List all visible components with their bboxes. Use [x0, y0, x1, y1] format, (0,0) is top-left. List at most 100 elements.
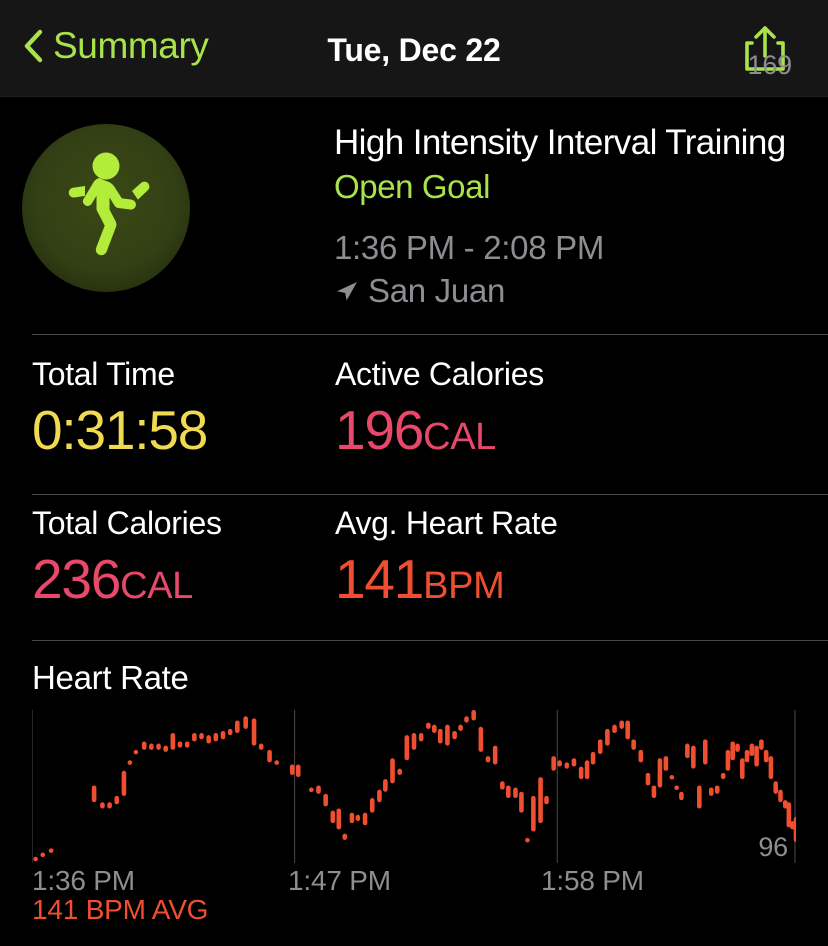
heart-rate-sample [342, 833, 348, 840]
heart-rate-sample [227, 728, 233, 736]
heart-rate-sample [390, 758, 395, 784]
heart-rate-sample [452, 730, 457, 740]
heart-rate-sample [531, 795, 536, 832]
heart-rate-sample [349, 812, 355, 824]
heart-rate-sample [557, 760, 562, 767]
heart-rate-sample [725, 749, 731, 771]
heart-rate-sample [458, 724, 463, 731]
heart-rate-sample [309, 787, 314, 793]
chart-xtick-2: 1:58 PM [541, 865, 644, 896]
back-button-label: Summary [53, 25, 209, 66]
metrics-row-1: Total Time 0:31:58 Active Calories 196CA… [0, 355, 828, 505]
heart-rate-sample [590, 751, 596, 765]
workout-goal: Open Goal [334, 168, 491, 205]
heart-rate-sample [754, 745, 759, 767]
heart-rate-sample [513, 787, 518, 799]
chevron-left-icon [24, 29, 43, 62]
heart-rate-sample [691, 745, 696, 769]
heart-rate-sample [235, 720, 240, 734]
heart-rate-sample [478, 726, 484, 752]
heart-rate-sample [793, 816, 796, 843]
heart-rate-sample [782, 800, 788, 809]
heart-rate-sample [199, 733, 204, 740]
metric-active-calories: Active Calories 196CAL [335, 355, 544, 468]
heart-rate-sample [362, 812, 368, 826]
heart-rate-sample [121, 770, 127, 796]
workout-info: High Intensity Interval Training Open Go… [334, 121, 812, 310]
heart-rate-sample [418, 733, 424, 742]
metric-total-time: Total Time 0:31:58 [32, 355, 208, 468]
metric-number: 141 [335, 548, 424, 610]
heart-rate-sample [383, 779, 388, 792]
heart-rate-sample [274, 760, 280, 765]
heart-rate-sample [739, 758, 745, 780]
heart-rate-sample [638, 749, 644, 763]
heart-rate-sample [679, 791, 684, 801]
heart-rate-sample [708, 787, 714, 796]
heart-rate-sample [411, 733, 417, 750]
navigation-bar: Summary Tue, Dec 22 [0, 0, 828, 97]
chart-xtick-1: 1:47 PM [288, 865, 391, 896]
heart-rate-sample [538, 777, 543, 824]
back-button[interactable]: Summary [22, 27, 209, 64]
heart-rate-sample [685, 743, 690, 759]
heart-rate-chart[interactable] [32, 710, 796, 863]
metric-label: Total Time [32, 356, 175, 392]
metric-label: Avg. Heart Rate [335, 505, 558, 541]
heart-rate-sample [258, 743, 264, 750]
heart-rate-sample [584, 760, 590, 780]
metric-unit: CAL [423, 416, 496, 458]
heart-rate-sample [377, 789, 382, 803]
heart-rate-sample [663, 756, 669, 771]
heart-rate-sample [323, 793, 328, 807]
heart-rate-sample [397, 768, 402, 775]
metric-number: 236 [32, 548, 121, 610]
heart-rate-sample [597, 739, 603, 755]
heart-rate-sample [163, 745, 168, 752]
heart-rate-sample [768, 756, 774, 780]
heart-rate-sample [184, 741, 190, 748]
heart-rate-sample [133, 749, 139, 755]
heart-rate-sample [206, 735, 211, 744]
heart-rate-sample [657, 758, 663, 788]
metric-label: Active Calories [335, 356, 544, 392]
metric-value: 236CAL [32, 548, 222, 617]
heart-rate-sample [404, 735, 410, 761]
heart-rate-sample [330, 810, 336, 824]
heart-rate-sample [773, 781, 779, 794]
heart-rate-sample [645, 772, 651, 786]
heart-rate-sample [625, 720, 630, 740]
page-title: Tue, Dec 22 [327, 32, 501, 68]
workout-time-range: 1:36 PM - 2:08 PM [334, 229, 605, 266]
heart-rate-average-label: 141 BPM AVG [32, 894, 209, 925]
chart-axis-max-label: 169 [747, 50, 793, 80]
heart-rate-sample [763, 749, 769, 763]
heart-rate-sample [170, 733, 176, 750]
heart-rate-sample [749, 743, 755, 757]
workout-location: San Juan [334, 272, 812, 310]
heart-rate-sample [464, 716, 469, 723]
heart-rate-sample [316, 785, 321, 794]
heart-rate-sample [492, 745, 498, 765]
heart-rate-sample [127, 760, 133, 765]
heart-rate-sample [192, 733, 197, 742]
heart-rate-sample [564, 762, 570, 769]
heart-rate-sample [506, 785, 511, 799]
heart-rate-sample [437, 728, 443, 744]
heart-rate-sample [525, 837, 530, 843]
heart-rate-sample [141, 741, 147, 750]
heart-rate-sample [107, 802, 112, 809]
heart-rate-sample [295, 764, 301, 778]
share-icon[interactable] [738, 22, 792, 76]
heart-rate-sample [267, 749, 272, 763]
workout-location-label: San Juan [368, 272, 506, 309]
heart-rate-sample [674, 785, 679, 791]
heart-rate-sample [355, 814, 361, 822]
metric-number: 196 [335, 399, 424, 461]
heart-rate-sample [619, 720, 625, 729]
heart-rate-sample [336, 808, 342, 830]
heart-rate-section[interactable]: Heart Rate [0, 646, 828, 946]
heart-rate-plot[interactable] [32, 710, 796, 863]
heart-rate-sample [759, 739, 764, 750]
